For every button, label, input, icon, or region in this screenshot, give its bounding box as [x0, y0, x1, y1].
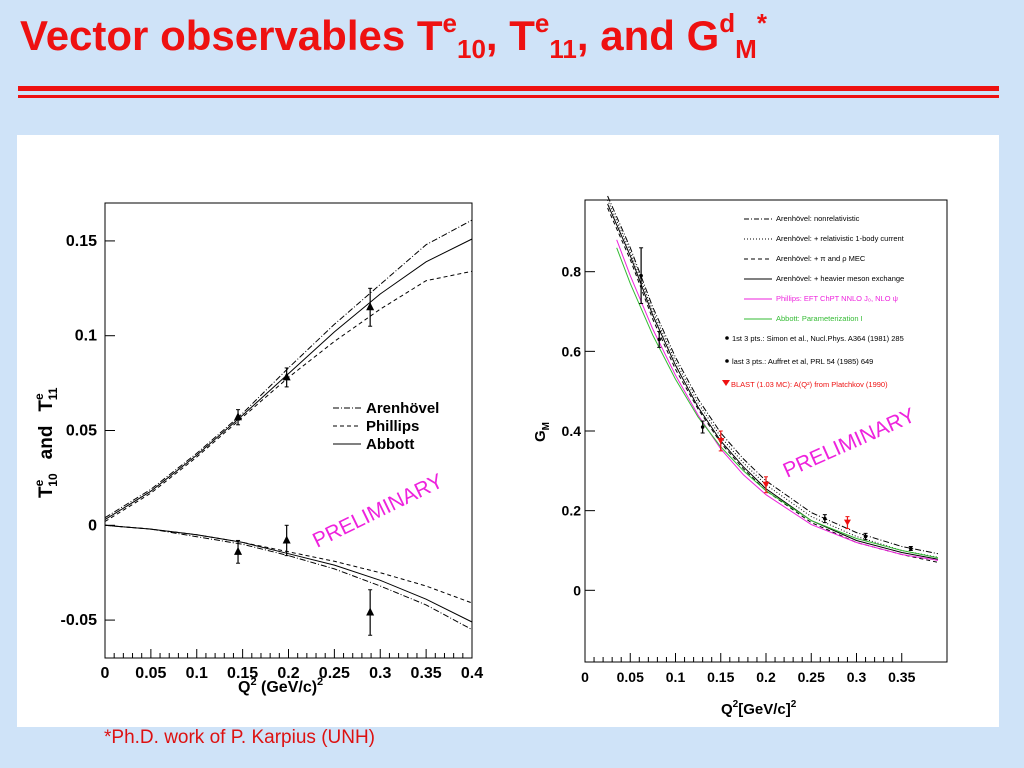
chart-left-points [234, 287, 375, 636]
x-tick-label: 0.1 [186, 665, 208, 682]
data-point [366, 302, 375, 311]
data-point [282, 535, 291, 544]
x-tick-label: 0.4 [461, 665, 483, 682]
chart-right-xlabel: Q2[GeV/c]2 [721, 699, 797, 718]
title-text-3: , and G [576, 12, 720, 59]
chart-left-annotation: PRELIMINARY [309, 470, 447, 553]
series-line [104, 524, 473, 623]
y-tick-label: 0.1 [75, 328, 97, 345]
series-line [104, 524, 473, 604]
x-tick-label: 0.05 [617, 669, 644, 685]
footnote: *Ph.D. work of P. Karpius (UNH) [104, 727, 376, 748]
data-point [717, 437, 725, 444]
x-tick-label: 0.15 [227, 665, 258, 682]
chart-right-ylabel: GM [532, 422, 552, 442]
data-point [639, 273, 643, 278]
data-point [823, 516, 827, 521]
title-sup-e2: e [534, 8, 550, 38]
data-point [282, 372, 291, 381]
title-text-2: , T [485, 12, 535, 59]
title-rule-thick [18, 86, 999, 91]
data-point [909, 546, 913, 551]
data-point [657, 337, 662, 342]
figure-panel [17, 135, 999, 727]
x-tick-label: 0.35 [411, 665, 442, 682]
data-point [234, 546, 243, 555]
title-rule-thin [18, 95, 999, 98]
chart-left-legend: Arenhövel Phillips Abbott [333, 400, 439, 453]
x-tick-label: 0.2 [277, 665, 299, 682]
x-tick-label: 0 [581, 669, 589, 685]
legend-label-phillips: Phillips [366, 418, 419, 435]
data-point [762, 481, 770, 488]
title-sub-11: 11 [549, 34, 577, 64]
slide-title: Vector observables Te10, Te11, and GdM* [20, 8, 767, 65]
x-tick-label: 0.15 [707, 669, 734, 685]
data-point [863, 534, 868, 539]
y-tick-label: 0.15 [66, 233, 97, 250]
chart-right-lines [607, 195, 939, 563]
y-tick-label: 0 [573, 582, 581, 598]
legend-label-abbott: Abbott [366, 436, 414, 453]
legend-label-simon: 1st 3 pts.: Simon et al., Nucl.Phys. A36… [732, 334, 904, 343]
chart-right-points [639, 247, 913, 551]
x-tick-label: 0.25 [798, 669, 825, 685]
legend-label-heavier: Arenhövel: + heavier meson exchange [776, 274, 904, 283]
series-line [104, 238, 473, 521]
data-point [366, 607, 375, 616]
x-tick-label: 0 [101, 665, 110, 682]
chart-right-legend: Arenhövel: nonrelativistic Arenhövel: + … [722, 214, 905, 389]
legend-label-arenhovel: Arenhövel [366, 400, 439, 417]
y-tick-label: 0.05 [66, 423, 97, 440]
series-line [607, 203, 939, 560]
title-star: * [756, 8, 767, 38]
legend-label-blast: BLAST (1.03 MC): A(Q²) from Platchkov (1… [731, 380, 888, 389]
legend-label-nonrel: Arenhövel: nonrelativistic [776, 214, 860, 223]
chart-right-ticks: 0 0.05 0.1 0.15 0.2 0.25 0.3 0.35 0.8 0.6 0.4 0.2 0 [562, 264, 916, 685]
data-point [700, 425, 705, 429]
y-tick-label: 0.2 [562, 503, 582, 519]
svg-text:GM: GM [532, 422, 552, 442]
legend-label-auffret: last 3 pts.: Auffret et al, PRL 54 (1985… [732, 357, 873, 366]
legend-label-relativistic: Arenhövel: + relativistic 1-body current [776, 234, 905, 243]
legend-dot-auffret [725, 359, 729, 363]
chart-right-annotation: PRELIMINARY [780, 404, 919, 483]
y-tick-label: -0.05 [61, 612, 98, 629]
title-sub-10: 10 [457, 34, 486, 64]
svg-text:Te10andTe11: Te10andTe11 [32, 387, 60, 498]
x-tick-label: 0.25 [319, 665, 350, 682]
y-tick-label: 0 [88, 517, 97, 534]
x-tick-label: 0.35 [888, 669, 915, 685]
title-sub-m: M [735, 34, 757, 64]
data-point [234, 412, 243, 421]
title-sup-d: d [719, 8, 736, 38]
data-point [843, 519, 851, 526]
legend-label-abbott-param: Abbott: Parameterization I [776, 314, 863, 323]
title-text: Vector observables T [20, 12, 443, 59]
y-tick-label: 0.4 [562, 423, 582, 439]
x-tick-label: 0.3 [369, 665, 391, 682]
title-sup-e1: e [442, 8, 457, 38]
series-line [616, 247, 939, 559]
chart-left-ticks: 0 0.05 0.1 0.15 0.2 0.25 0.3 0.35 0.4 0.15 0.1 0.05… [61, 233, 484, 682]
x-tick-label: 0.05 [135, 665, 166, 682]
chart-left-ylabel: Te10andTe11 [32, 387, 60, 498]
series-line [104, 219, 473, 519]
series-line [607, 195, 939, 555]
legend-dot-simon [725, 336, 729, 340]
x-tick-label: 0.3 [847, 669, 867, 685]
x-tick-label: 0.2 [756, 669, 776, 685]
legend-label-mec: Arenhövel: + π and ρ MEC [776, 254, 866, 263]
x-tick-label: 0.1 [666, 669, 686, 685]
y-tick-label: 0.6 [562, 343, 582, 359]
legend-triangle-blast [722, 380, 730, 386]
chart-left-xlabel: Q2 (GeV/c)2 [238, 676, 323, 696]
series-line [607, 199, 939, 558]
y-tick-label: 0.8 [562, 264, 582, 280]
series-line [104, 524, 473, 631]
legend-label-phillips-eft: Phillips: EFT ChPT NNLO J₀, NLO ψ [776, 294, 898, 303]
series-line [616, 239, 939, 561]
